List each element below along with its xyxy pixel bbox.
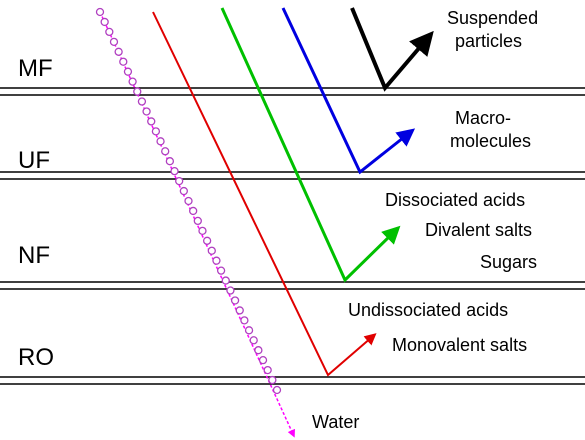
water-molecule <box>268 375 277 385</box>
ro-path <box>152 11 377 377</box>
water-molecule <box>189 206 198 216</box>
permeate-label: Water <box>312 412 359 432</box>
membrane-label: NF <box>18 242 50 269</box>
water-molecule <box>184 196 193 206</box>
nf-path <box>220 7 401 283</box>
water-molecule <box>179 186 188 196</box>
retained-label: Sugars <box>480 252 537 272</box>
water-molecule <box>105 27 114 37</box>
water-molecule <box>202 236 212 245</box>
water-molecule <box>170 167 179 176</box>
retained-label: Dissociated acids <box>385 190 525 210</box>
water-molecule <box>100 17 109 27</box>
water-molecule <box>226 286 235 295</box>
retained-label: Monovalent salts <box>392 335 527 355</box>
water-molecule <box>165 157 175 166</box>
water-molecule <box>221 276 230 285</box>
retained-label: particles <box>455 31 522 51</box>
water-molecule <box>147 117 156 126</box>
membrane-label: RO <box>18 344 54 371</box>
macromolecule-path <box>281 7 416 175</box>
water-molecule <box>249 336 258 345</box>
water-molecule <box>258 356 268 365</box>
membrane-label: MF <box>18 55 53 82</box>
water-molecules <box>95 7 282 395</box>
water-molecule <box>230 296 240 305</box>
water-molecule <box>254 346 263 355</box>
membrane-label: UF <box>18 147 50 174</box>
water-molecule <box>128 77 137 86</box>
water-molecule <box>119 57 128 66</box>
water-molecule <box>272 385 282 395</box>
suspended-path <box>350 7 434 92</box>
water-molecule <box>123 67 133 76</box>
water-molecule <box>142 107 151 116</box>
water-molecule <box>137 97 147 106</box>
retained-label: Undissociated acids <box>348 300 508 320</box>
water-molecule <box>114 47 123 56</box>
water-molecule <box>207 246 216 255</box>
membrane-lines <box>0 87 585 385</box>
water-molecule <box>161 147 170 156</box>
water-molecule <box>244 326 254 335</box>
water-molecule <box>235 306 244 315</box>
water-molecule <box>151 127 161 136</box>
water-molecule <box>212 256 221 265</box>
water-molecule <box>175 176 184 186</box>
retained-label: Macro- <box>455 108 511 128</box>
water-molecule <box>198 226 207 235</box>
water-molecule <box>216 266 226 275</box>
water-molecule <box>109 37 119 46</box>
retained-label: Divalent salts <box>425 220 532 240</box>
water-molecule <box>240 316 249 325</box>
water-molecule <box>133 87 142 96</box>
retained-label: molecules <box>450 131 531 151</box>
water-molecule <box>263 365 272 375</box>
water-molecule <box>193 216 202 226</box>
water-molecule <box>95 7 105 17</box>
retained-label: Suspended <box>447 8 538 28</box>
water-molecule <box>156 137 165 146</box>
